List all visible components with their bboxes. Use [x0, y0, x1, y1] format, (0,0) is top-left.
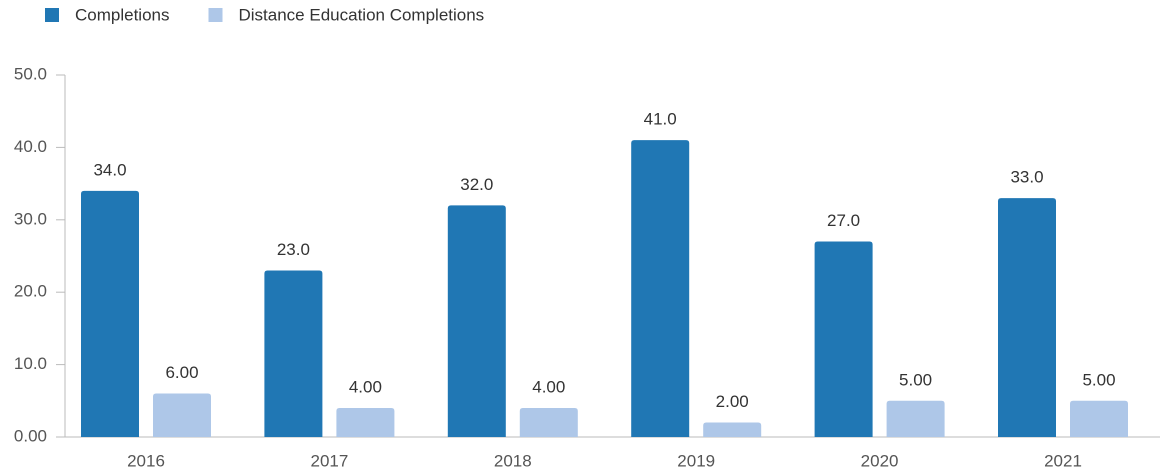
x-tick-label: 2021	[1044, 451, 1082, 470]
bar	[886, 400, 945, 437]
x-tick-label: 2018	[494, 451, 532, 470]
data-label: 41.0	[644, 110, 677, 129]
legend-swatch	[45, 8, 59, 22]
legend-label: Completions	[75, 5, 170, 24]
y-tick-label: 30.0	[14, 209, 47, 228]
data-label: 5.00	[1082, 370, 1115, 389]
y-tick-label: 10.0	[14, 354, 47, 373]
legend-label: Distance Education Completions	[239, 5, 485, 24]
bar	[814, 241, 873, 437]
x-tick-label: 2016	[127, 451, 165, 470]
y-tick-label: 0.00	[14, 426, 47, 445]
data-label: 6.00	[165, 363, 198, 382]
bar	[631, 140, 690, 437]
y-tick-label: 50.0	[14, 64, 47, 83]
bar	[1070, 400, 1128, 437]
bar	[336, 408, 395, 437]
bar	[81, 190, 139, 437]
x-tick-label: 2019	[677, 451, 715, 470]
data-label: 4.00	[349, 378, 382, 397]
legend-swatch	[208, 8, 223, 22]
bar	[519, 408, 578, 437]
y-tick-label: 40.0	[14, 137, 47, 156]
data-label: 2.00	[716, 392, 749, 411]
data-label: 34.0	[93, 160, 126, 179]
bar	[998, 198, 1056, 437]
x-tick-label: 2017	[310, 451, 348, 470]
bar	[153, 393, 211, 437]
x-tick-label: 2020	[861, 451, 899, 470]
y-tick-label: 20.0	[14, 282, 47, 301]
bar	[447, 205, 506, 437]
data-label: 27.0	[827, 211, 860, 230]
data-label: 23.0	[277, 240, 310, 259]
data-label: 32.0	[460, 175, 493, 194]
bar	[264, 270, 323, 437]
data-label: 33.0	[1010, 168, 1043, 187]
data-label: 5.00	[899, 370, 932, 389]
bar	[703, 422, 762, 437]
data-label: 4.00	[532, 378, 565, 397]
